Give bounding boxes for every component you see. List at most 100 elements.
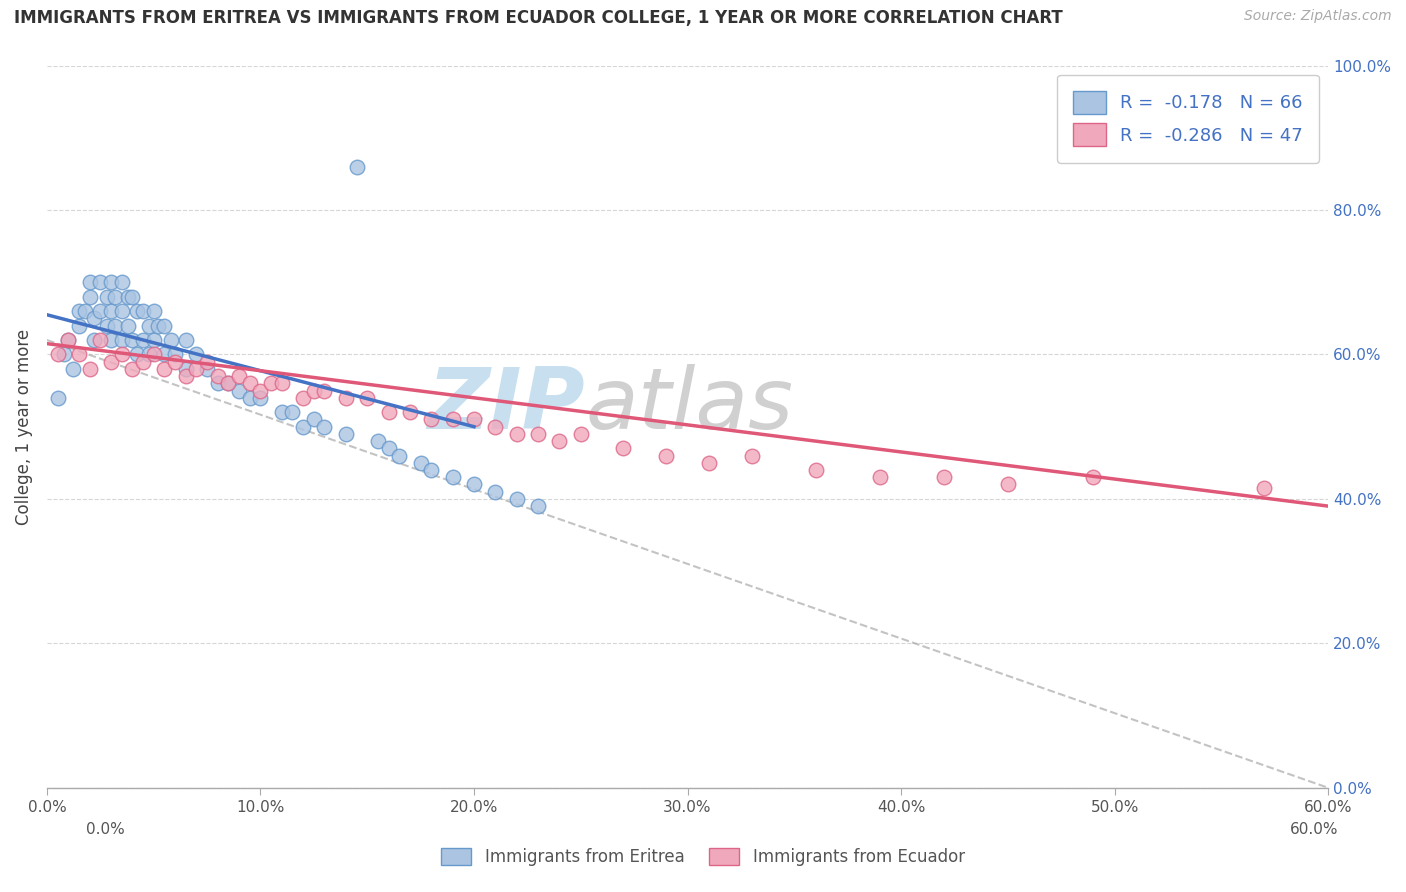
Point [96,318,118,333]
Point [75,304,97,318]
Text: ZIP: ZIP [427,364,585,447]
Point [527,426,550,441]
Point [484,419,506,434]
Point [527,499,550,513]
Point [441,412,464,426]
Point [67,318,90,333]
Point [463,412,485,426]
Point [100,275,122,289]
Point [302,412,325,426]
Point [174,362,197,376]
Point [804,463,827,477]
Point [569,426,592,441]
Point [195,354,218,368]
Point [132,304,155,318]
Legend: R =  -0.178   N = 66, R =  -0.286   N = 47: R = -0.178 N = 66, R = -0.286 N = 47 [1057,75,1319,162]
Point [1083,470,1105,484]
Point [505,426,527,441]
Point [142,347,165,361]
Point [292,419,315,434]
Point [217,376,239,391]
Point [270,376,292,391]
Point [612,442,634,456]
Point [138,318,160,333]
Point [260,376,283,391]
Point [1253,481,1275,495]
Point [484,484,506,499]
Point [58,333,80,347]
Point [89,333,111,347]
Point [111,333,134,347]
Point [142,333,165,347]
Point [741,449,763,463]
Point [163,354,186,368]
Point [249,391,271,405]
Point [388,449,411,463]
Point [125,304,148,318]
Point [153,362,176,376]
Point [174,369,197,384]
Point [117,318,139,333]
Point [52,347,75,361]
Point [228,384,250,398]
Point [217,376,239,391]
Point [58,333,80,347]
Point [100,333,122,347]
Point [121,290,143,304]
Point [409,456,432,470]
Point [207,369,229,384]
Point [138,347,160,361]
Point [346,160,368,174]
Text: IMMIGRANTS FROM ERITREA VS IMMIGRANTS FROM ECUADOR COLLEGE, 1 YEAR OR MORE CORRE: IMMIGRANTS FROM ERITREA VS IMMIGRANTS FR… [14,9,1063,27]
Text: 0.0%: 0.0% [86,822,125,837]
Point [79,275,101,289]
Point [367,434,389,449]
Point [186,347,208,361]
Point [96,290,118,304]
Point [159,333,181,347]
Point [121,333,143,347]
Legend: Immigrants from Eritrea, Immigrants from Ecuador: Immigrants from Eritrea, Immigrants from… [433,840,973,875]
Text: Source: ZipAtlas.com: Source: ZipAtlas.com [1244,9,1392,23]
Point [111,275,134,289]
Text: atlas: atlas [585,364,793,447]
Point [174,333,197,347]
Point [932,470,955,484]
Point [186,362,208,376]
Point [441,470,464,484]
Point [335,426,357,441]
Point [67,304,90,318]
Point [239,391,262,405]
Point [195,362,218,376]
Point [153,347,176,361]
Point [62,362,84,376]
Point [377,442,399,456]
Point [111,347,134,361]
Point [505,491,527,506]
Point [281,405,304,419]
Point [249,384,271,398]
Point [111,304,134,318]
Point [463,477,485,491]
Point [655,449,678,463]
Point [314,419,336,434]
Point [228,369,250,384]
Point [697,456,720,470]
Point [67,347,90,361]
Point [399,405,422,419]
Point [89,275,111,289]
Point [79,290,101,304]
Point [356,391,378,405]
Point [79,362,101,376]
Point [420,412,443,426]
Point [100,354,122,368]
Point [125,347,148,361]
Point [104,290,127,304]
Point [132,354,155,368]
Point [46,347,69,361]
Point [100,304,122,318]
Point [869,470,891,484]
Y-axis label: College, 1 year or more: College, 1 year or more [15,328,32,524]
Point [314,384,336,398]
Point [302,384,325,398]
